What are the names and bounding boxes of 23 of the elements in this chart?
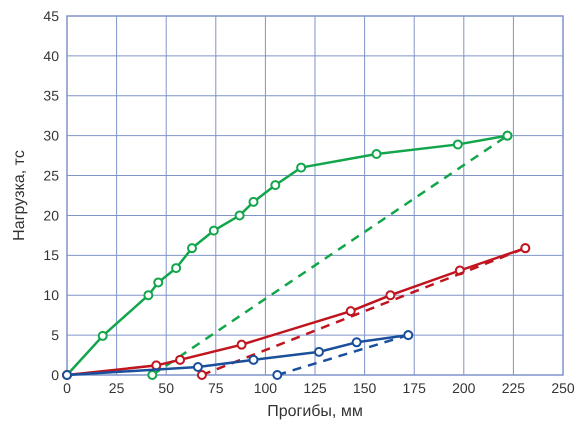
y-tick-label: 0 xyxy=(51,366,60,383)
x-tick-label: 0 xyxy=(63,380,72,396)
x-tick-label: 150 xyxy=(352,380,376,396)
y-tick-label: 15 xyxy=(43,247,60,264)
y-tick-label: 5 xyxy=(51,327,60,344)
x-tick-label: 175 xyxy=(402,380,426,396)
y-tick-label: 10 xyxy=(43,287,60,304)
x-tick-label: 75 xyxy=(208,380,224,396)
y-tick-label: 45 xyxy=(43,8,60,24)
y-tick-label: 30 xyxy=(43,128,60,144)
x-tick-label: 200 xyxy=(452,380,476,396)
y-axis-title: Нагрузка, тс xyxy=(11,150,28,241)
x-tick-label: 250 xyxy=(551,380,575,396)
x-axis-title: Прогибы, мм xyxy=(267,403,363,420)
x-tick-label: 225 xyxy=(502,380,526,396)
y-tick-label: 25 xyxy=(43,167,60,184)
y-tick-label: 35 xyxy=(43,88,60,104)
y-tick-label: 40 xyxy=(43,48,60,64)
x-tick-label: 25 xyxy=(108,380,125,396)
x-tick-label: 125 xyxy=(303,380,327,396)
x-tick-label: 100 xyxy=(254,380,278,396)
x-tick-label: 50 xyxy=(158,380,174,396)
y-tick-label: 20 xyxy=(43,207,60,224)
